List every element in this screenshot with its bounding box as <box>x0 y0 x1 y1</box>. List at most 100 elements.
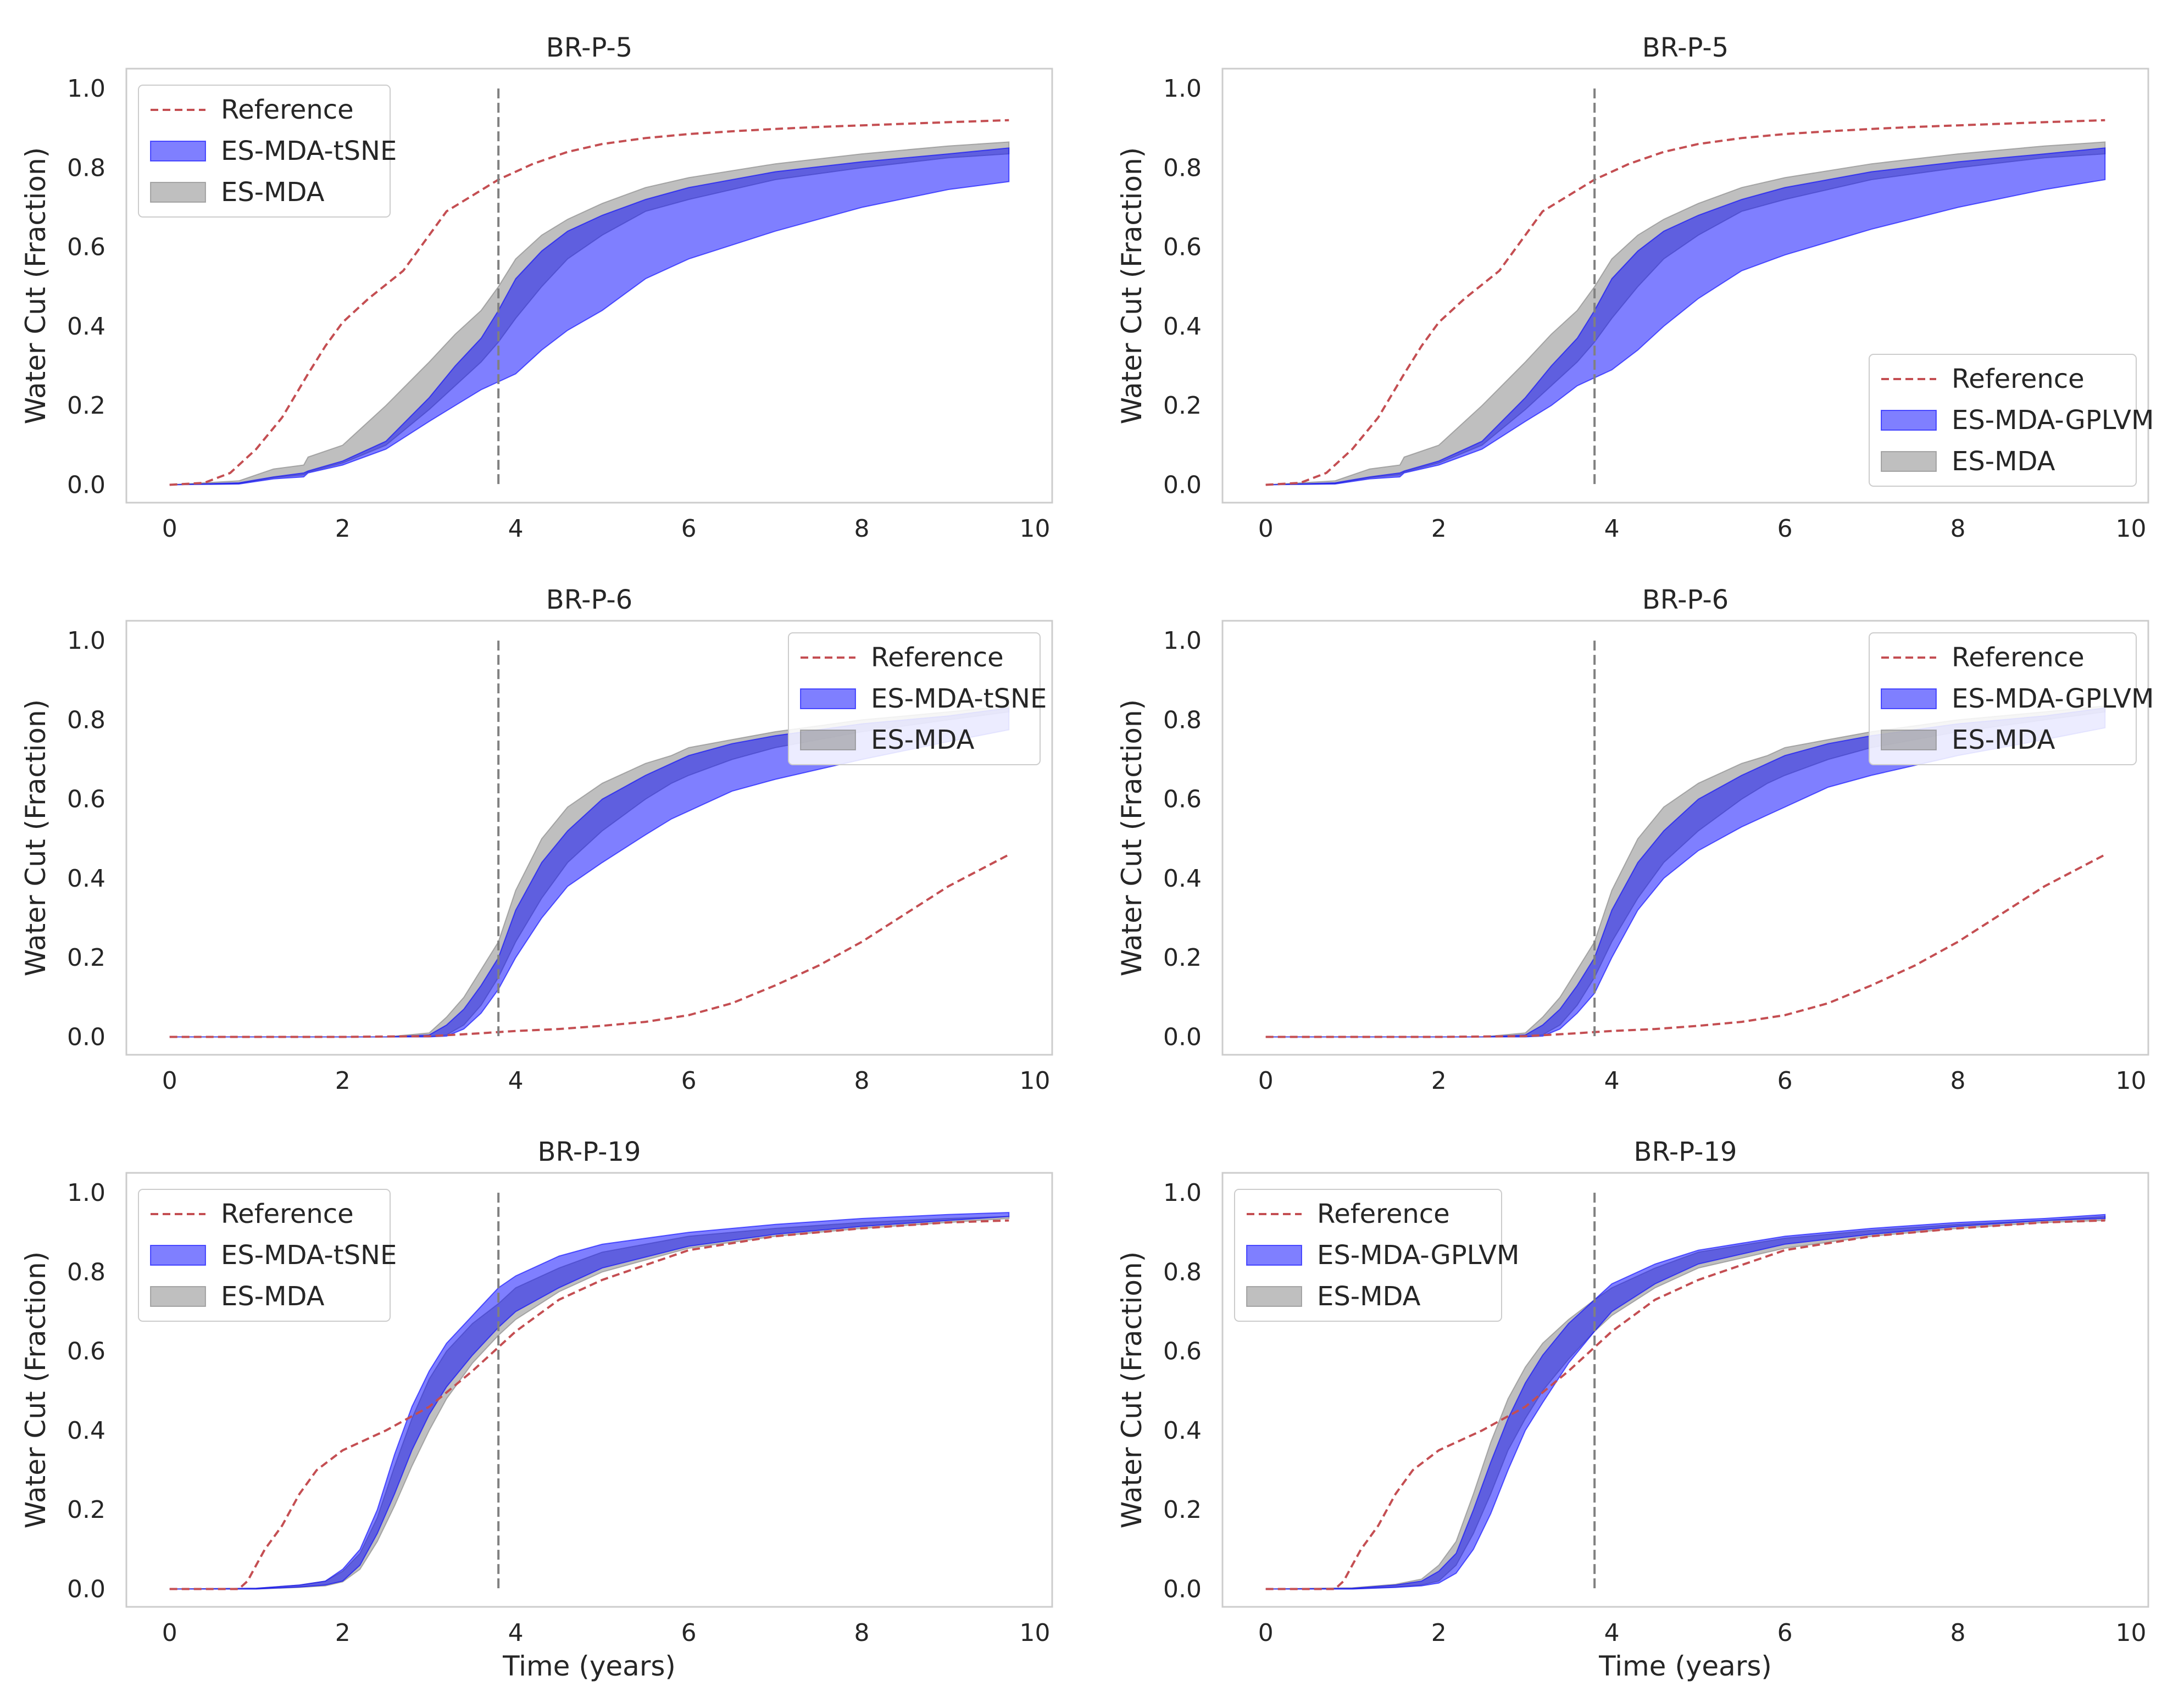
legend-primary-swatch <box>1881 688 1937 709</box>
x-tick-label: 6 <box>681 1619 697 1647</box>
primary-band <box>169 1212 1010 1590</box>
y-tick-label: 0.2 <box>67 1496 105 1524</box>
legend-label-reference: Reference <box>221 94 354 125</box>
legend-label-primary: ES-MDA-tSNE <box>871 683 1047 714</box>
y-tick-label: 0.2 <box>67 392 105 420</box>
x-tick-label: 0 <box>1258 515 1274 543</box>
x-tick-label: 6 <box>1777 515 1793 543</box>
legend-primary-swatch <box>1246 1245 1302 1266</box>
plot-data <box>169 88 1010 486</box>
x-tick-label: 2 <box>335 1619 351 1647</box>
reference-line <box>1265 119 2105 486</box>
x-tick-label: 2 <box>335 1067 351 1095</box>
y-axis-label: Water Cut (Fraction) <box>1116 1251 1148 1528</box>
x-tick-label: 4 <box>508 1067 524 1095</box>
y-tick-label: 0.0 <box>1163 1023 1202 1051</box>
legend-esmda-swatch <box>800 730 856 750</box>
legend-label-esmda: ES-MDA <box>221 1281 325 1312</box>
legend-label-reference: Reference <box>221 1199 354 1229</box>
y-axis-label: Water Cut (Fraction) <box>20 699 52 976</box>
subplot-4: BR-P-6 0 2 4 6 8 10 0.0 0.2 0.4 0.6 0.8 1.0 Water Cut… <box>1116 585 2154 1095</box>
y-tick-label: 0.0 <box>67 1576 105 1604</box>
subplot-6: BR-P-19 0 2 4 6 8 10 0.0 0.2 0.4 0.6 0.8 1.0 Water Cu… <box>1116 1137 2149 1682</box>
x-tick-label: 4 <box>1604 1619 1620 1647</box>
legend: Reference ES-MDA-GPLVM ES-MDA <box>1869 632 2154 765</box>
x-tick-label: 2 <box>1431 1619 1447 1647</box>
legend: Reference ES-MDA-tSNE ES-MDA <box>788 632 1047 765</box>
x-tick-label: 6 <box>1777 1067 1793 1095</box>
y-tick-label: 0.2 <box>1163 392 1202 420</box>
y-tick-label: 0.2 <box>67 944 105 972</box>
x-tick-label: 10 <box>2116 515 2147 543</box>
y-tick-label: 0.0 <box>67 1023 105 1051</box>
y-tick-label: 1.0 <box>67 627 105 655</box>
x-tick-label: 8 <box>854 1619 870 1647</box>
x-tick-label: 6 <box>681 1067 697 1095</box>
legend-esmda-swatch <box>1881 451 1937 472</box>
y-tick-label: 1.0 <box>67 75 105 103</box>
x-tick-label: 10 <box>1020 1619 1051 1647</box>
y-tick-label: 0.6 <box>1163 786 1202 814</box>
reference-line <box>169 119 1009 486</box>
x-tick-label: 10 <box>2116 1619 2147 1647</box>
y-tick-label: 0.8 <box>67 1258 105 1286</box>
legend-esmda-swatch <box>150 1286 206 1307</box>
legend-label-reference: Reference <box>1952 642 2085 673</box>
y-tick-label: 1.0 <box>1163 1179 1202 1207</box>
y-tick-label: 0.8 <box>1163 1258 1202 1286</box>
legend: Reference ES-MDA-GPLVM ES-MDA <box>1869 354 2154 487</box>
x-tick-label: 6 <box>1777 1619 1793 1647</box>
y-tick-label: 0.6 <box>1163 233 1202 261</box>
y-tick-label: 1.0 <box>67 1179 105 1207</box>
y-tick-label: 0.4 <box>67 313 105 341</box>
reference-line <box>1265 1219 2105 1590</box>
legend-label-primary: ES-MDA-GPLVM <box>1952 683 2154 714</box>
legend: Reference ES-MDA-tSNE ES-MDA <box>138 1189 397 1322</box>
legend-esmda-swatch <box>1881 730 1937 750</box>
x-tick-label: 2 <box>335 515 351 543</box>
x-tick-label: 0 <box>162 1067 177 1095</box>
y-tick-label: 0.6 <box>67 233 105 261</box>
y-tick-label: 0.8 <box>1163 154 1202 182</box>
legend-label-esmda: ES-MDA <box>221 177 325 208</box>
y-tick-label: 0.8 <box>67 154 105 182</box>
y-tick-label: 0.0 <box>67 471 105 499</box>
y-tick-label: 0.0 <box>1163 1576 1202 1604</box>
subplot-3: BR-P-6 0 2 4 6 8 10 0.0 0.2 0.4 0.6 0.8 1.0 Water Cut… <box>20 585 1053 1095</box>
reference-line <box>169 1219 1009 1590</box>
x-tick-label: 8 <box>1950 515 1966 543</box>
subplot-title: BR-P-5 <box>1642 32 1729 63</box>
x-tick-label: 0 <box>1258 1619 1274 1647</box>
plot-data <box>1265 88 2106 486</box>
legend-label-primary: ES-MDA-GPLVM <box>1317 1240 1519 1271</box>
x-tick-label: 10 <box>2116 1067 2147 1095</box>
reference-line <box>169 853 1010 1038</box>
plot-frame <box>125 1172 1053 1608</box>
y-tick-label: 0.2 <box>1163 1496 1202 1524</box>
y-tick-label: 0.6 <box>1163 1338 1202 1366</box>
primary-band <box>169 147 1010 486</box>
x-axis-label: Time (years) <box>502 1650 676 1682</box>
legend-label-esmda: ES-MDA <box>871 725 975 755</box>
legend-primary-swatch <box>1881 410 1937 431</box>
y-tick-label: 0.2 <box>1163 944 1202 972</box>
x-tick-label: 4 <box>1604 515 1620 543</box>
y-tick-label: 1.0 <box>1163 627 1202 655</box>
subplot-title: BR-P-19 <box>538 1137 641 1167</box>
legend-label-esmda: ES-MDA <box>1952 446 2055 477</box>
y-tick-label: 0.4 <box>1163 865 1202 893</box>
legend-label-esmda: ES-MDA <box>1952 725 2055 755</box>
legend: Reference ES-MDA-GPLVM ES-MDA <box>1234 1189 1519 1322</box>
plot-frame <box>125 68 1053 504</box>
y-tick-label: 0.4 <box>67 865 105 893</box>
y-axis-label: Water Cut (Fraction) <box>20 147 52 424</box>
legend-label-reference: Reference <box>1952 364 2085 394</box>
y-axis-label: Water Cut (Fraction) <box>1116 147 1148 424</box>
y-tick-label: 0.6 <box>67 786 105 814</box>
primary-band <box>1265 147 2106 486</box>
subplot-1: BR-P-5 0 2 4 6 8 10 0.0 0.2 0.4 0.6 0.8 1.0 Water Cut… <box>20 32 1053 543</box>
x-tick-label: 8 <box>1950 1067 1966 1095</box>
x-tick-label: 2 <box>1431 1067 1447 1095</box>
x-tick-label: 10 <box>1020 1067 1051 1095</box>
plot-frame <box>125 620 1053 1056</box>
